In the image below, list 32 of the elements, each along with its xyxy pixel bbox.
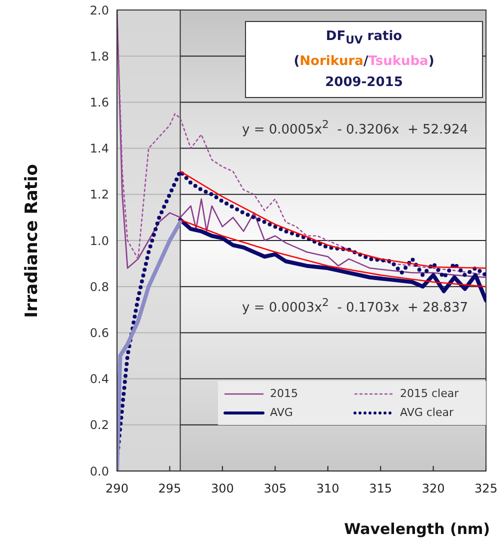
annotation: 2009-2015 — [325, 74, 403, 90]
y-tick-label: 0.6 — [90, 326, 109, 340]
legend-label: 2015 — [270, 387, 298, 400]
title-box: DF$_{UV}$ ratio (Norikura/Tsukuba) 2009-2015 — [245, 21, 483, 98]
y-tick-label: 0.2 — [90, 418, 109, 432]
y-tick-label: 1.2 — [90, 188, 109, 202]
y-axis-title: Irradiance Ratio — [22, 164, 42, 318]
x-tick-label: 290 — [106, 482, 128, 496]
annotation: y = 0.0005x$^{2}$ - 0.3206x + 52.924 — [242, 118, 468, 138]
y-tick-label: 1.4 — [90, 142, 109, 156]
legend-label: AVG — [270, 406, 293, 419]
legend-label: 2015 clear — [400, 387, 459, 400]
y-tick-label: 0.0 — [90, 464, 109, 478]
line-series — [180, 170, 486, 269]
annotation: y = 0.0003x$^{2}$ - 0.1703x + 28.837 — [242, 296, 468, 316]
y-tick-label: 1.8 — [90, 49, 109, 64]
x-tick-label: 310 — [316, 482, 340, 496]
y-tick-label: 1.0 — [90, 234, 109, 248]
y-tick-label: 2.0 — [90, 3, 109, 18]
x-tick-label: 315 — [369, 482, 392, 496]
x-axis-title: Wavelength (nm) — [344, 520, 490, 538]
x-tick-label: 320 — [422, 482, 445, 496]
y-tick-label: 0.8 — [90, 280, 109, 294]
x-tick-label: 305 — [264, 482, 287, 496]
x-tick-label: 325 — [474, 482, 498, 496]
x-tick-label: 295 — [158, 482, 182, 496]
line-series — [180, 219, 486, 288]
legend-label: AVG clear — [400, 406, 454, 419]
y-tick-label: 0.4 — [90, 372, 109, 386]
x-tick-label: 300 — [210, 482, 234, 496]
y-tick-label: 1.6 — [90, 95, 109, 110]
line-series — [117, 220, 182, 471]
